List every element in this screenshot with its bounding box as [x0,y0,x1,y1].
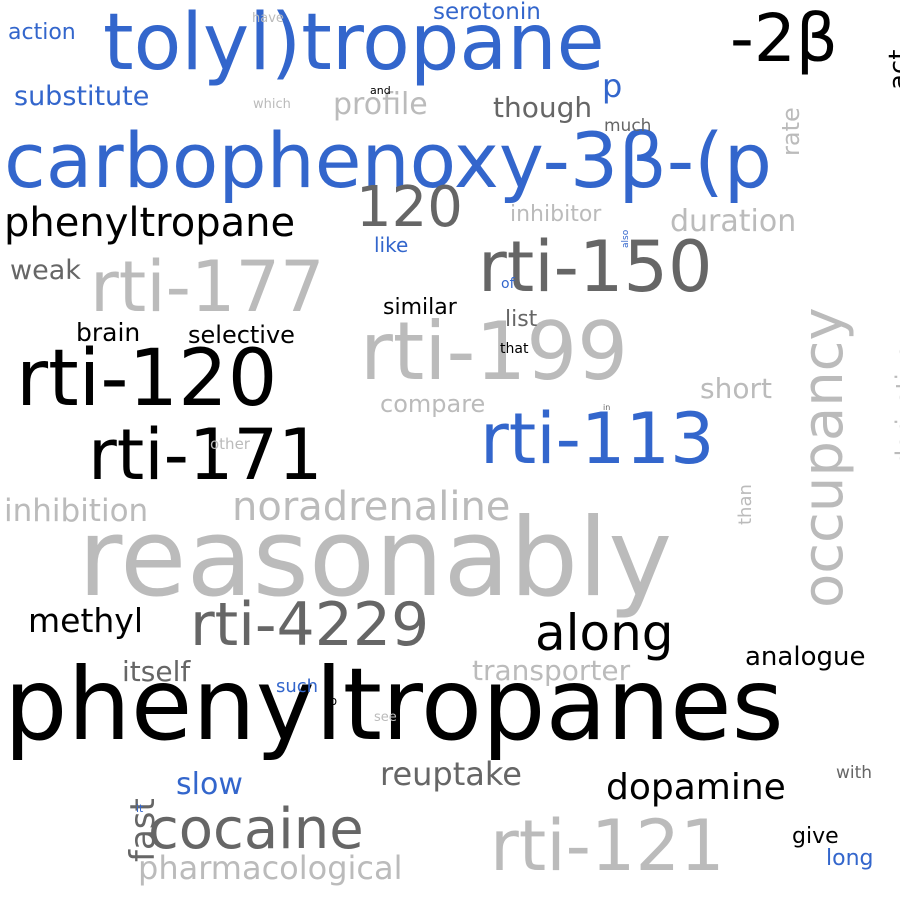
word-similar: similar [383,295,457,320]
word-like: like [374,233,409,257]
word-weak: weak [10,255,81,286]
word-methyl: methyl [28,601,144,640]
word-rti-113: rti-113 [480,398,715,480]
word-though: though [493,91,593,124]
word-noradrenaline: noradrenaline [232,484,511,530]
word-inhibitor: inhibitor [510,202,602,227]
word-serotonin: serotonin [433,0,541,25]
word-phenyltropane: phenyltropane [4,200,296,246]
word-see: see [374,710,397,725]
word-duration: duration [670,204,797,239]
word-also: also [621,229,631,248]
word-120: 120 [356,175,463,240]
word-cocaine: cocaine [148,797,364,862]
word-phenyltropanes: phenyltropanes [4,646,784,763]
word-action: action [8,20,76,45]
word-of: of [501,276,515,292]
word-brain: brain [76,318,141,347]
word-list: list [505,307,538,332]
word-substitute: substitute [14,81,150,112]
word-much: much [604,116,652,136]
word-than: than [735,484,756,525]
word-rti-120: rti-120 [16,334,278,424]
word-short: short [700,372,772,405]
word-have: have [252,11,284,26]
word-which: which [253,97,291,112]
word-derivative: derivative [891,344,900,466]
word-p: p [602,67,623,105]
word-carbophenoxy-3beta-p: carbophenoxy-3β-(p [4,116,773,205]
word-rti-177: rti-177 [90,246,325,328]
word-rate: rate [777,107,805,156]
word-2beta: -2β [730,0,838,77]
word-transporter: transporter [472,654,631,687]
word-profile: profile [333,87,428,122]
word-that: that [500,341,529,357]
word-tolyl-tropane: tolyl)tropane [103,0,605,88]
word-long: long [826,846,874,871]
word-it: it [136,802,144,815]
word-compare: compare [380,390,486,418]
word-and: and [370,84,391,97]
word-give: give [792,824,839,849]
word-itself: itself [122,655,191,688]
word-reuptake: reuptake [380,755,522,793]
word-rti-121: rti-121 [490,805,725,887]
word-in: in [603,403,611,412]
word-inhibition: inhibition [4,493,149,529]
word-slow: slow [176,767,243,802]
word-along: along [535,604,674,662]
word-rti-199: rti-199 [360,305,629,398]
word-act: act [884,49,900,90]
word-analogue: analogue [745,642,866,672]
word-rti-150: rti-150 [478,226,713,308]
word-pharmacological: pharmacological [138,849,403,887]
word-rti-4229: rti-4229 [190,590,430,660]
word-rti-171: rti-171 [88,414,323,496]
word-selective: selective [188,321,295,349]
word-reasonably: reasonably [78,496,673,621]
word-other: other [210,435,250,453]
word-dopamine: dopamine [606,767,786,808]
word-occupancy: occupancy [791,307,856,608]
word-such: such [276,676,319,697]
word-to: to [325,694,338,708]
word-with: with [836,763,873,783]
